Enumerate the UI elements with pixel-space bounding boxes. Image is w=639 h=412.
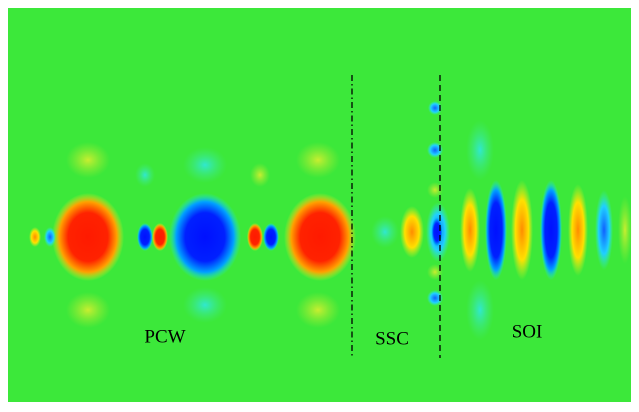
- lobe: [66, 292, 110, 328]
- lobe: [66, 142, 110, 178]
- small-lobe: [44, 227, 56, 247]
- soi-lobe: [466, 120, 494, 180]
- soi-lobe: [511, 180, 533, 280]
- lobe: [296, 292, 340, 328]
- small-lobe: [247, 223, 263, 251]
- soi-lobe: [460, 188, 480, 272]
- small-lobe: [263, 223, 279, 251]
- soi-lobe: [485, 180, 507, 280]
- region-label: PCW: [144, 326, 185, 347]
- ssc-lobe: [428, 101, 442, 115]
- lobe: [135, 163, 155, 187]
- soi-lobe: [595, 190, 613, 270]
- ssc-lobe: [371, 216, 399, 248]
- lobe: [250, 163, 270, 187]
- small-lobe: [152, 223, 168, 251]
- ssc-lobe: [427, 290, 443, 306]
- small-lobe: [29, 227, 41, 247]
- red-lobe: [284, 193, 356, 281]
- ssc-lobe: [400, 206, 424, 258]
- ssc-lobe: [427, 142, 443, 158]
- lobe: [183, 147, 227, 183]
- soi-lobe: [568, 184, 588, 276]
- region-label: SSC: [375, 328, 409, 349]
- ssc-lobe: [431, 216, 443, 248]
- soi-lobe: [618, 196, 632, 264]
- red-lobe: [52, 193, 124, 281]
- region-label: SOI: [512, 321, 543, 342]
- ssc-lobe: [427, 182, 443, 198]
- lobe: [183, 287, 227, 323]
- lobe: [296, 142, 340, 178]
- soi-lobe: [466, 280, 494, 340]
- field-pattern: [29, 101, 632, 340]
- small-lobe: [137, 223, 153, 251]
- soi-lobe: [540, 180, 562, 280]
- blue-lobe: [169, 193, 241, 281]
- ssc-lobe: [427, 264, 443, 280]
